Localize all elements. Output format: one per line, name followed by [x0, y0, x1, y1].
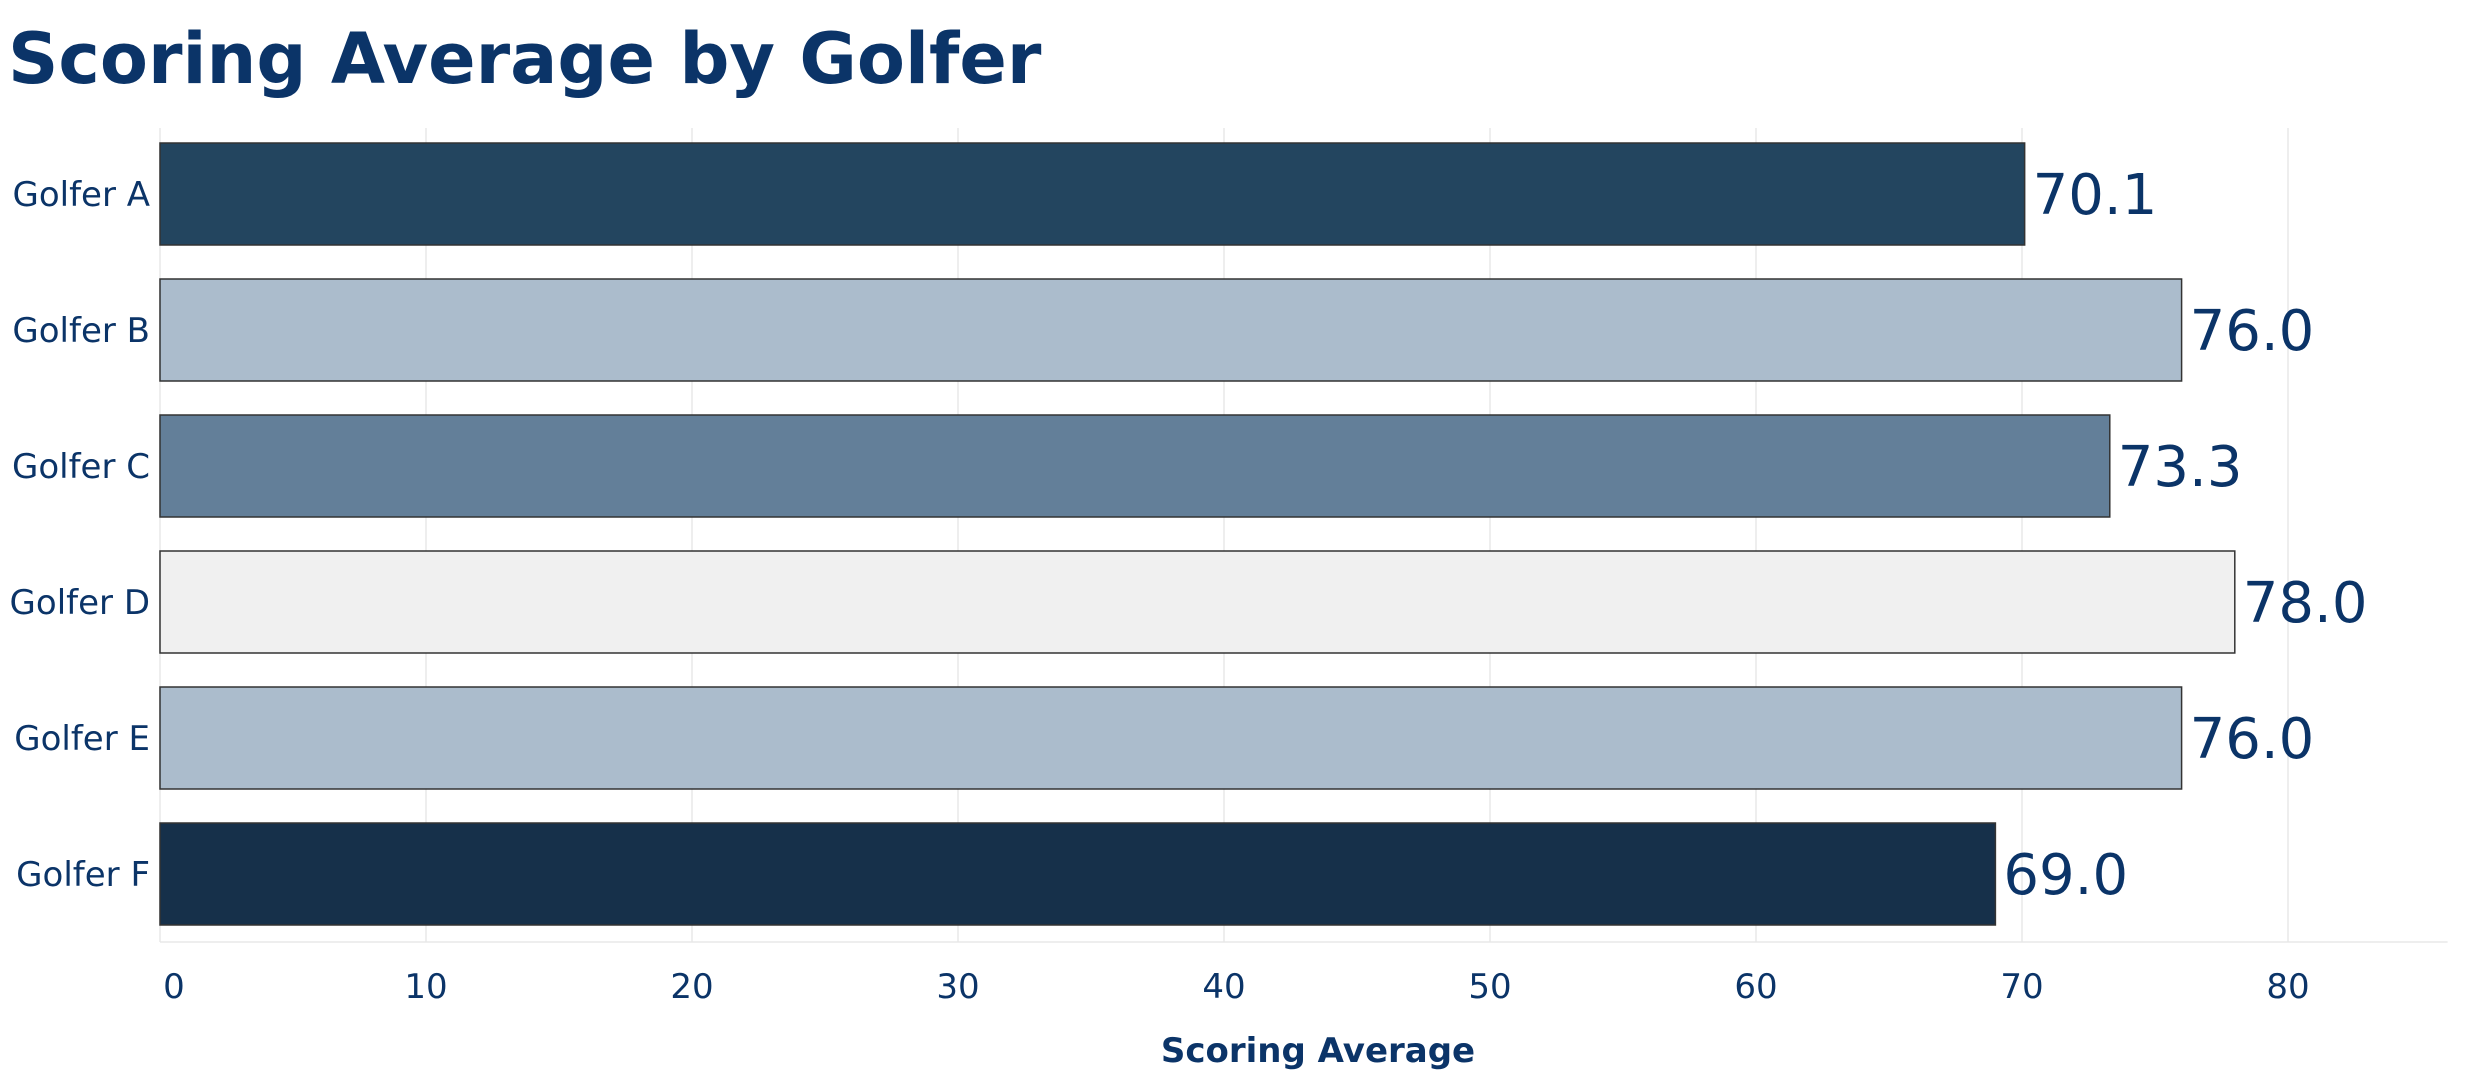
data-labels: 70.1 76.0 73.3 78.0 76.0 69.0 [2003, 163, 2367, 908]
x-tick-label: 10 [404, 967, 447, 1007]
data-label: 76.0 [2190, 707, 2315, 772]
data-label: 69.0 [2003, 843, 2128, 908]
x-axis-title: Scoring Average [1161, 1031, 1475, 1071]
category-label: Golfer C [12, 447, 150, 487]
chart-title: Scoring Average by Golfer [8, 18, 1042, 100]
bar [159, 278, 2183, 382]
x-tick-label: 50 [1468, 967, 1511, 1007]
bar [159, 822, 1997, 926]
gridlines [159, 128, 2448, 943]
x-tick-label: 30 [936, 967, 979, 1007]
bars [159, 142, 2236, 926]
data-label: 76.0 [2190, 299, 2315, 364]
x-tick-label: 60 [1734, 967, 1777, 1007]
data-label: 73.3 [2118, 435, 2243, 500]
x-tick-label: 80 [2266, 967, 2309, 1007]
x-axis-ticks: 0 10 20 30 40 50 60 70 80 [163, 967, 2309, 1007]
x-tick-label: 70 [2000, 967, 2043, 1007]
x-tick-label: 0 [163, 967, 185, 1007]
bar [159, 686, 2183, 790]
x-tick-label: 40 [1202, 967, 1245, 1007]
category-labels: Golfer A Golfer B Golfer C Golfer D Golfer E… [10, 175, 150, 895]
category-label: Golfer D [10, 583, 150, 623]
x-tick-label: 20 [670, 967, 713, 1007]
bar [159, 142, 2026, 246]
bar [159, 414, 2111, 518]
category-label: Golfer E [14, 719, 150, 759]
category-label: Golfer A [12, 175, 150, 215]
data-label: 70.1 [2033, 163, 2158, 228]
bar [159, 550, 2236, 654]
category-label: Golfer F [16, 855, 150, 895]
data-label: 78.0 [2243, 571, 2368, 636]
category-label: Golfer B [12, 311, 150, 351]
